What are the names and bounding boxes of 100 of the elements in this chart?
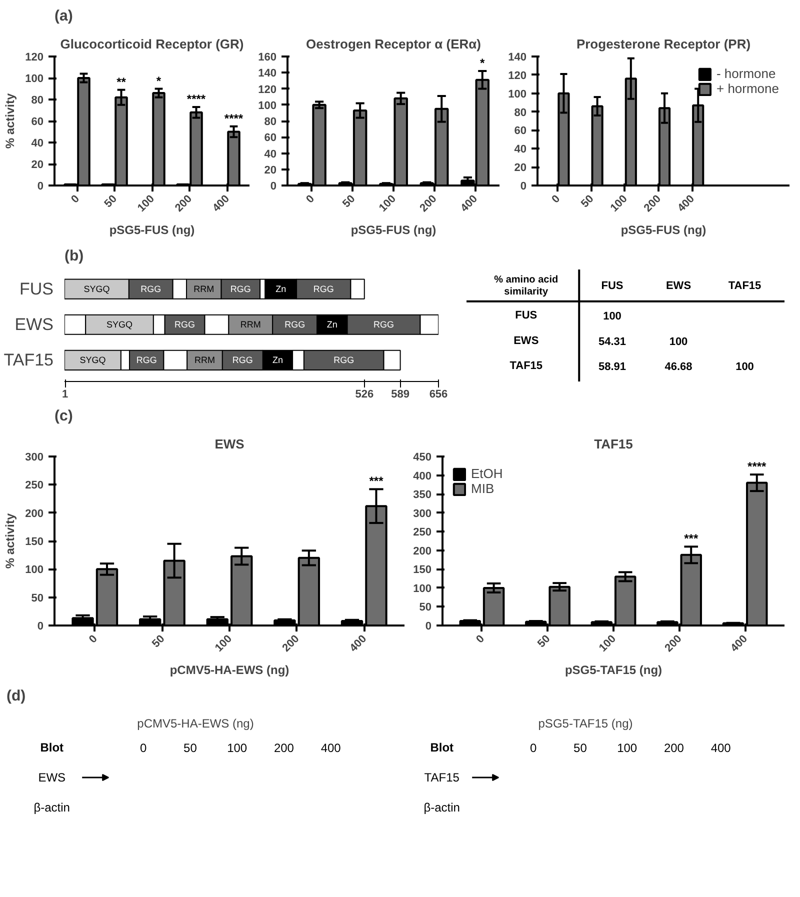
x-tick-label: 200 xyxy=(172,192,194,214)
x-tick-label: 400 xyxy=(458,192,480,214)
legend-label: MIB xyxy=(471,481,494,496)
y-tick-label: 140 xyxy=(258,68,277,80)
data-label: RGG xyxy=(230,284,251,294)
x-tick-label: 589 xyxy=(391,388,410,400)
x-tick-label: 200 xyxy=(280,632,302,654)
x-tick-label: 0 xyxy=(304,192,317,206)
x-axis-title: pSG5-FUS (ng) xyxy=(109,223,195,238)
legend-label: EtOH xyxy=(471,466,503,481)
data-label: RGG xyxy=(313,284,334,294)
category-label: 400 xyxy=(710,741,732,755)
data-label: SYGQ xyxy=(106,320,133,330)
x-tick-label: 0 xyxy=(69,192,82,206)
x-axis-title: pSG5-FUS (ng) xyxy=(350,223,436,238)
y-tick-label: 20 xyxy=(264,164,277,176)
data-label: RRM xyxy=(240,320,261,330)
data-label: SYGQ xyxy=(84,284,110,294)
y-axis-title: % activity xyxy=(3,92,18,149)
category-label: β-actin xyxy=(424,800,460,814)
y-tick-label: 80 xyxy=(264,116,277,128)
y-tick-label: 100 xyxy=(25,73,44,85)
y-tick-label: 120 xyxy=(508,70,527,82)
chart-title: TAF15 xyxy=(594,436,633,452)
x-tick-label: 100 xyxy=(376,192,398,214)
y-tick-label: 120 xyxy=(25,52,44,64)
x-tick-label: 400 xyxy=(676,192,698,214)
chart-title: Glucocorticoid Receptor (GR) xyxy=(60,36,244,52)
x-tick-label: 50 xyxy=(536,632,553,650)
y-tick-label: 250 xyxy=(413,526,432,539)
x-tick-label: 100 xyxy=(596,632,618,654)
y-tick-label: EWS xyxy=(514,334,539,347)
y-tick-label: 50 xyxy=(31,592,44,604)
data-label: RGG xyxy=(140,284,162,294)
category-label: 400 xyxy=(320,741,342,755)
x-tick-label: 0 xyxy=(474,632,487,646)
x-tick-label: FUS xyxy=(601,280,624,292)
y-tick-label: 400 xyxy=(413,470,432,482)
y-tick-label: 60 xyxy=(264,132,277,144)
category-label: 100 xyxy=(617,741,638,755)
data-label: 58.91 xyxy=(598,361,626,374)
chart-title: EWS xyxy=(214,436,245,452)
y-tick-label: 0 xyxy=(37,180,44,192)
category-label: 100 xyxy=(227,741,248,755)
y-tick-label: 0 xyxy=(37,620,44,632)
data-label: Zn xyxy=(326,320,338,330)
y-tick-label: 80 xyxy=(514,106,527,119)
data-label: 54.31 xyxy=(598,336,626,348)
y-tick-label: 100 xyxy=(508,88,527,100)
x-tick-label: 50 xyxy=(102,192,120,210)
category-label: 50 xyxy=(574,741,588,755)
y-tick-label: 0 xyxy=(520,180,527,192)
text: (d) xyxy=(6,688,26,704)
x-tick-label: 400 xyxy=(210,192,232,214)
y-tick-label: 0 xyxy=(270,180,277,192)
y-tick-label: 200 xyxy=(25,508,44,520)
y-tick-label: EWS xyxy=(14,315,54,334)
x-tick-label: 656 xyxy=(429,388,448,400)
data-label: SYGQ xyxy=(80,355,106,366)
y-tick-label: 80 xyxy=(31,94,44,106)
y-tick-label: 60 xyxy=(514,125,527,138)
y-tick-label: 450 xyxy=(413,452,432,464)
y-tick-label: 120 xyxy=(258,84,277,96)
annotation: * xyxy=(156,74,162,88)
category-label: Blot xyxy=(40,740,64,754)
y-tick-label: 150 xyxy=(413,564,432,576)
y-tick-label: 50 xyxy=(419,602,432,614)
x-tick-label: 100 xyxy=(608,192,630,214)
y-tick-label: TAF15 xyxy=(4,350,54,370)
x-tick-label: TAF15 xyxy=(728,280,762,292)
data-label: RGG xyxy=(334,355,354,366)
x-tick-label: 200 xyxy=(662,632,684,654)
data-label: Zn xyxy=(276,284,286,294)
y-tick-label: 60 xyxy=(31,116,44,128)
legend-label: + hormone xyxy=(716,81,779,96)
y-tick-label: 300 xyxy=(413,508,432,520)
x-axis-title: pSG5-TAF15 (ng) xyxy=(564,663,662,678)
text: pCMV5-HA-EWS (ng) xyxy=(137,716,254,730)
legend-label: - hormone xyxy=(716,66,776,81)
y-tick-label: TAF15 xyxy=(510,360,543,372)
y-tick-label: FUS xyxy=(515,309,538,322)
annotation: *** xyxy=(369,474,384,488)
data-label: 100 xyxy=(669,336,688,348)
annotation: ** xyxy=(116,74,126,89)
data-label: RGG xyxy=(174,320,196,330)
x-tick-label: EWS xyxy=(666,280,692,292)
x-tick-label: 100 xyxy=(212,632,234,654)
data-label: 46.68 xyxy=(664,361,692,374)
x-tick-label: 50 xyxy=(340,192,358,210)
category-label: Blot xyxy=(430,740,454,754)
y-tick-label: 40 xyxy=(31,138,44,150)
x-tick-label: 400 xyxy=(348,632,370,654)
x-tick-label: 1 xyxy=(62,388,68,400)
x-tick-label: 0 xyxy=(87,632,100,646)
annotation: * xyxy=(480,56,486,70)
data-label: RRM xyxy=(194,284,214,294)
annotation: **** xyxy=(224,111,244,126)
data-label: RGG xyxy=(284,320,306,330)
data-label: RRM xyxy=(194,355,215,366)
y-tick-label: 200 xyxy=(413,545,432,558)
